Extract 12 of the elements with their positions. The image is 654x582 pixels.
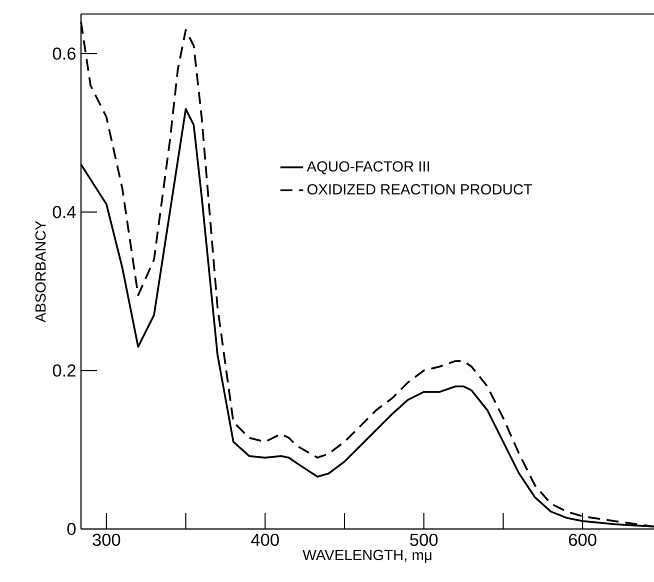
x-axis-title: WAVELENGTH, mμ [302,550,432,563]
y-tick-label: 0 [67,522,76,536]
legend-label: OXIDIZED REACTION PRODUCT [307,184,532,195]
legend-label: AQUO-FACTOR III [306,161,429,174]
x-tick-label: 600 [568,534,596,546]
y-tick-label: 0.4 [52,206,76,218]
y-tick-label: 0.6 [52,47,76,60]
y-tick-label: 0.2 [52,364,76,377]
x-tick-label: 500 [410,534,438,546]
x-tick-label: 300 [92,534,120,546]
y-axis-title: ABSORBANCY [35,220,46,322]
x-tick-label: 400 [251,534,279,546]
